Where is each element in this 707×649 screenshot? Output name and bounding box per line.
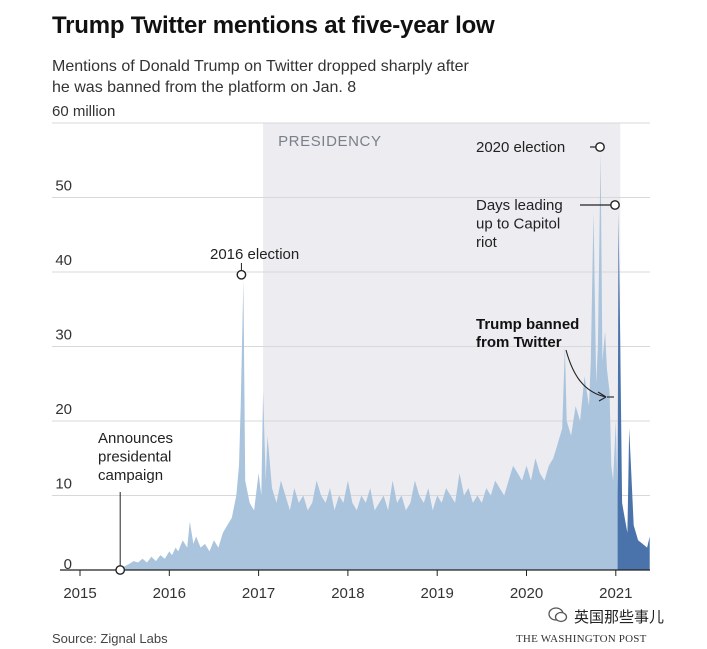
area-mentions-after-ban: [617, 212, 650, 570]
annotation-campaign-line-3: campaign: [98, 467, 163, 484]
annotation-campaign-marker: [115, 565, 126, 575]
annotation-capitol-riot-marker: [610, 200, 620, 210]
x-tick-label-2015: 2015: [63, 585, 96, 602]
y-tick-label-0: 0: [64, 556, 72, 573]
y-tick-label-50: 50: [55, 178, 72, 195]
x-tick-label-2018: 2018: [331, 585, 364, 602]
y-tick-label-20: 20: [55, 401, 72, 418]
x-tick-label-2019: 2019: [421, 585, 454, 602]
annotation-campaign-line-2: presidental: [98, 449, 171, 466]
subtitle-line-2: he was banned from the platform on Jan. …: [52, 79, 357, 96]
annotation-trump-banned-arrowhead: [597, 391, 607, 402]
annotation-2016-election-marker: [236, 269, 247, 280]
wechat-icon: [548, 607, 568, 623]
watermark-text: 英国那些事儿: [574, 608, 665, 626]
y-tick-label-40: 40: [55, 252, 72, 269]
x-tick-label-2017: 2017: [242, 585, 275, 602]
presidency-label: PRESIDENCY: [278, 133, 382, 150]
y-tick-label-10: 10: [55, 476, 72, 493]
annotation-capitol-riot-line-1: Days leading: [476, 197, 563, 214]
annotation-capitol-riot-line-3: riot: [476, 234, 498, 251]
y-tick-label-30: 30: [55, 327, 72, 344]
chart-title: Trump Twitter mentions at five-year low: [52, 12, 495, 39]
x-tick-label-2020: 2020: [510, 585, 543, 602]
subtitle-line-1: Mentions of Donald Trump on Twitter drop…: [52, 58, 469, 75]
annotation-trump-banned-line-2: from Twitter: [476, 334, 562, 351]
area-mentions-before-ban: [120, 152, 618, 571]
chart-subtitle: Mentions of Donald Trump on Twitter drop…: [52, 56, 522, 98]
x-tick-label-2016: 2016: [153, 585, 186, 602]
x-tick-label-2021: 2021: [599, 585, 632, 602]
annotation-capitol-riot-line-2: up to Capitol: [476, 216, 560, 233]
annotation-2020-election-marker: [595, 142, 605, 152]
annotation-2016-election-line-1: 2016 election: [210, 246, 299, 263]
y-tick-label-60: 60 million: [52, 103, 115, 120]
annotation-trump-banned-arrow: [565, 349, 607, 398]
annotation-trump-banned-line-1: Trump banned: [476, 316, 579, 333]
annotation-2020-election-line-1: 2020 election: [476, 139, 565, 156]
annotation-campaign-line-1: Announces: [98, 430, 173, 447]
brand-credit: THE WASHINGTON POST: [516, 633, 647, 645]
source-note: Source: Zignal Labs: [52, 631, 168, 646]
